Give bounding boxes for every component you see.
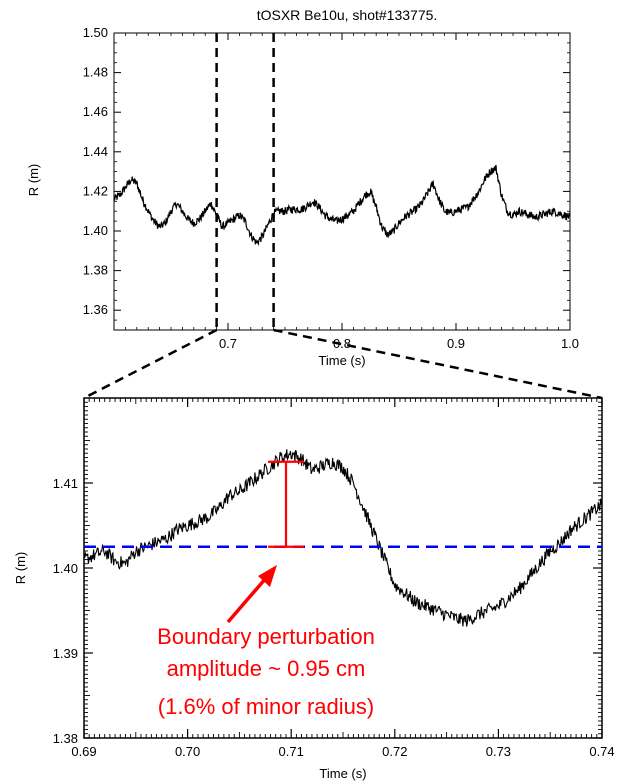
amplitude-bar bbox=[268, 460, 305, 548]
top-y-tick-label: 1.36 bbox=[83, 302, 108, 317]
bottom-x-tick-label: 0.73 bbox=[486, 744, 511, 759]
bottom-series-group bbox=[83, 449, 603, 627]
top-x-axis-title: Time (s) bbox=[318, 353, 365, 368]
bottom-x-axis-title: Time (s) bbox=[319, 766, 366, 781]
annotation-arrow-shaft bbox=[226, 576, 268, 624]
annotation-arrow bbox=[226, 565, 277, 624]
top-y-tick-label: 1.42 bbox=[83, 183, 108, 198]
top-x-tick-label: 0.7 bbox=[219, 336, 237, 351]
bottom-plot: 0.69 0.70 0.71 0.72 0.73 0.74 1.38 1.39 1.40 1.4… bbox=[13, 397, 615, 781]
zoom-connectors bbox=[83, 328, 603, 400]
zoom-connector-left bbox=[83, 328, 218, 400]
bottom-x-tick-label: 0.69 bbox=[71, 744, 96, 759]
top-y-tick-label: 1.48 bbox=[83, 65, 108, 80]
bottom-x-tick-label: 0.74 bbox=[589, 744, 614, 759]
top-zoom-markers bbox=[215, 33, 275, 330]
top-x-tick-label: 0.9 bbox=[447, 336, 465, 351]
top-plot: 0.7 0.8 0.9 1.0 1.36 1.38 1.40 1.42 1.44 1.46 1.4… bbox=[26, 25, 579, 368]
annotation-line-1: Boundary perturbation bbox=[157, 624, 375, 649]
top-x-tick-labels: 0.7 0.8 0.9 1.0 bbox=[219, 336, 579, 351]
annotation-line-2: amplitude ~ 0.95 cm bbox=[167, 656, 366, 681]
bottom-x-tick-labels: 0.69 0.70 0.71 0.72 0.73 0.74 bbox=[71, 744, 614, 759]
annotation: Boundary perturbation amplitude ~ 0.95 c… bbox=[157, 624, 375, 719]
top-ticks bbox=[114, 32, 571, 330]
bottom-y-axis-title: R (m) bbox=[13, 552, 28, 585]
bottom-x-tick-label: 0.70 bbox=[175, 744, 200, 759]
annotation-line-3: (1.6% of minor radius) bbox=[158, 694, 374, 719]
top-y-axis-title: R (m) bbox=[26, 164, 41, 197]
bottom-y-tick-label: 1.41 bbox=[53, 476, 78, 491]
top-chart-title: tOSXR Be10u, shot#133775. bbox=[257, 7, 438, 23]
zoom-connector-right bbox=[273, 328, 603, 400]
top-y-tick-label: 1.38 bbox=[83, 263, 108, 278]
top-plot-frame bbox=[113, 32, 571, 331]
top-x-tick-label: 0.8 bbox=[333, 336, 351, 351]
bottom-plot-frame bbox=[83, 397, 603, 739]
annotation-arrow-head bbox=[258, 565, 277, 587]
top-series-line bbox=[113, 164, 571, 247]
top-y-tick-label: 1.46 bbox=[83, 104, 108, 119]
bottom-y-tick-label: 1.40 bbox=[53, 561, 78, 576]
top-series-group bbox=[113, 164, 571, 247]
bottom-ticks bbox=[83, 398, 603, 739]
bottom-y-tick-label: 1.39 bbox=[53, 646, 78, 661]
top-y-tick-label: 1.40 bbox=[83, 223, 108, 238]
top-y-tick-labels: 1.36 1.38 1.40 1.42 1.44 1.46 1.48 1.50 bbox=[83, 25, 108, 317]
bottom-series-line bbox=[83, 449, 603, 627]
bottom-y-tick-label: 1.38 bbox=[53, 731, 78, 746]
bottom-x-tick-label: 0.72 bbox=[382, 744, 407, 759]
top-y-tick-label: 1.44 bbox=[83, 144, 108, 159]
top-y-tick-label: 1.50 bbox=[83, 25, 108, 40]
bottom-x-tick-label: 0.71 bbox=[279, 744, 304, 759]
bottom-y-tick-labels: 1.38 1.39 1.40 1.41 bbox=[53, 476, 78, 746]
top-x-tick-label: 1.0 bbox=[561, 336, 579, 351]
